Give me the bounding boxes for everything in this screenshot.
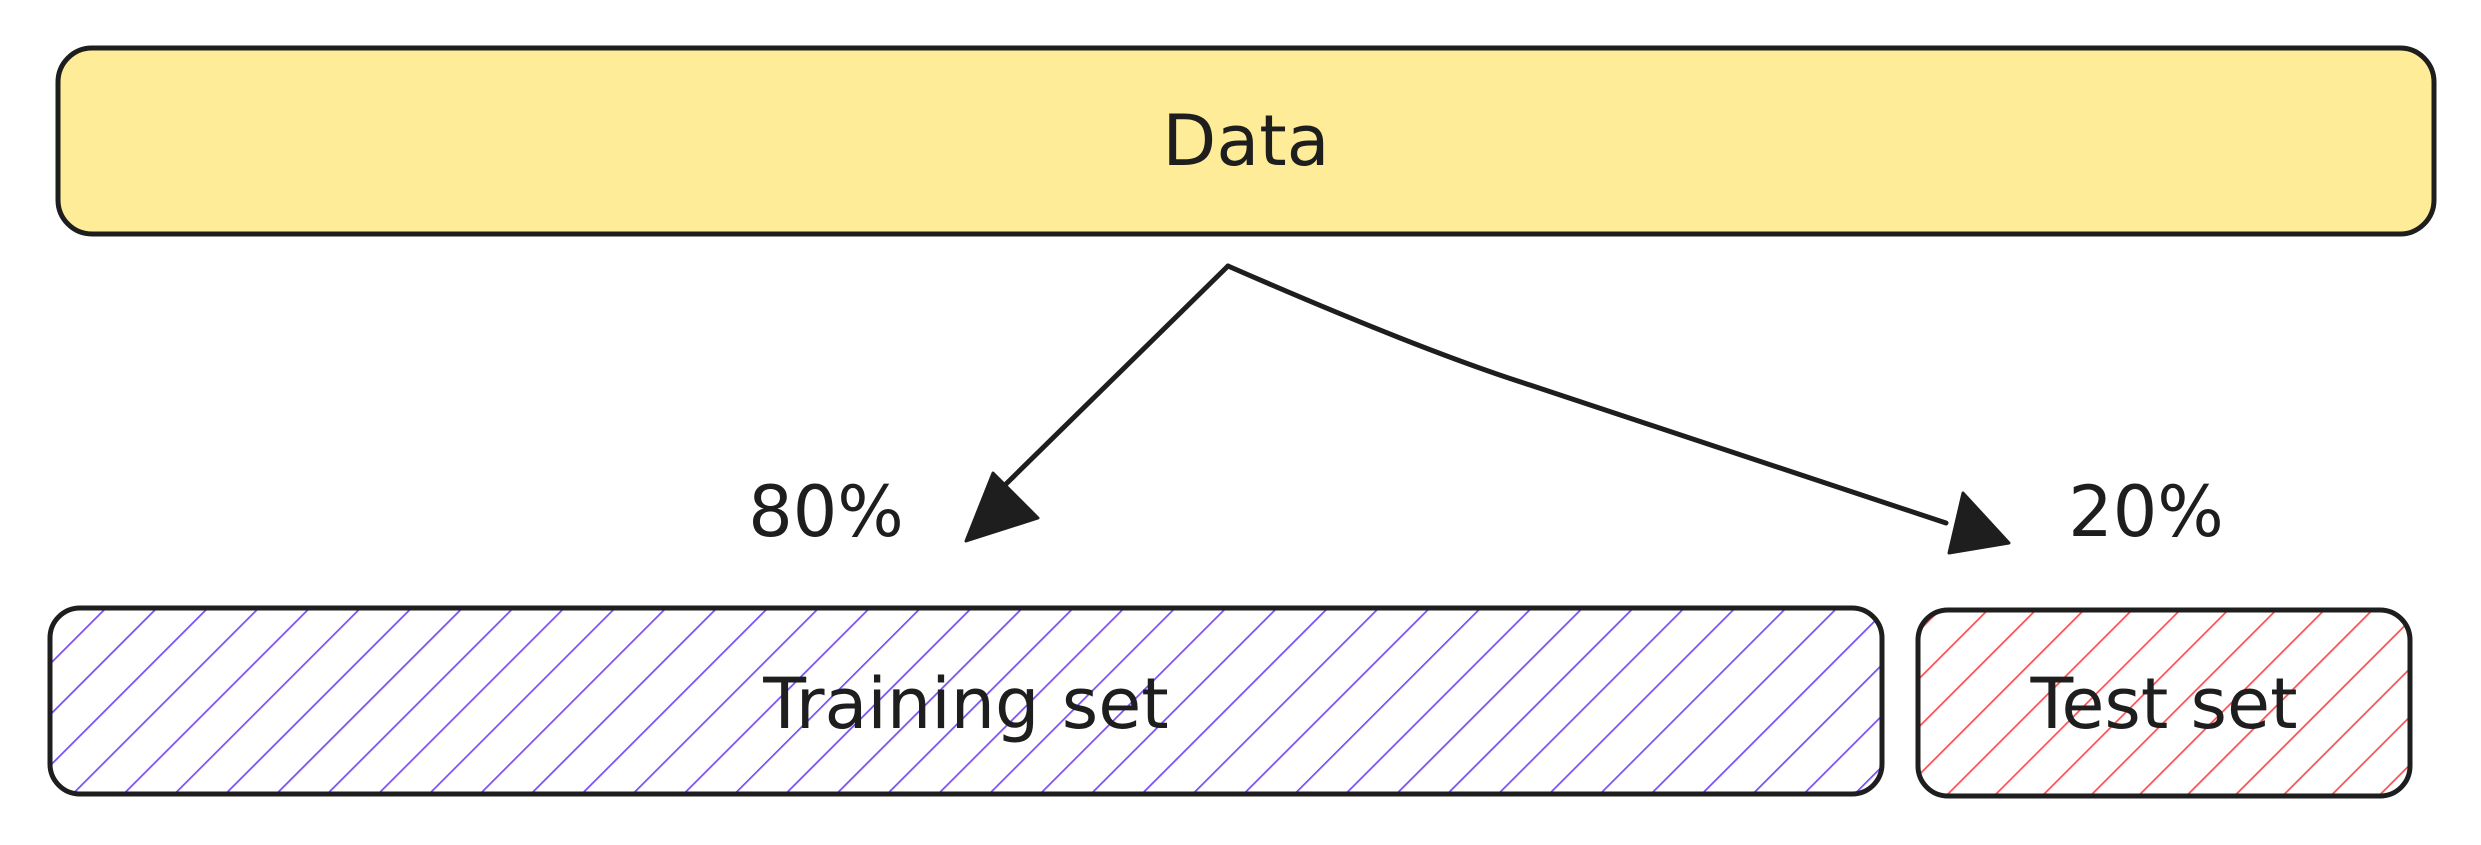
arrow-to-training-head (964, 471, 1040, 543)
test-set-shape (1915, 607, 2413, 799)
data-box: Data (55, 45, 2437, 237)
training-percent-label: 80% (748, 471, 904, 553)
data-box-shape (55, 45, 2437, 237)
training-set-shape (47, 605, 1885, 797)
training-set-label: Training set (762, 663, 1168, 745)
arrow-to-test-line (1225, 263, 1949, 526)
test-set-label: Test set (2029, 663, 2297, 745)
arrow-to-training-line (1003, 263, 1231, 487)
test-percent-label: 20% (2068, 471, 2224, 553)
arrow-to-test-head (1947, 491, 2011, 555)
training-set-box: Training set (47, 605, 1885, 797)
test-set-box: Test set (1915, 607, 2413, 799)
split-arrows (964, 263, 2011, 555)
data-box-label: Data (1162, 100, 1329, 182)
